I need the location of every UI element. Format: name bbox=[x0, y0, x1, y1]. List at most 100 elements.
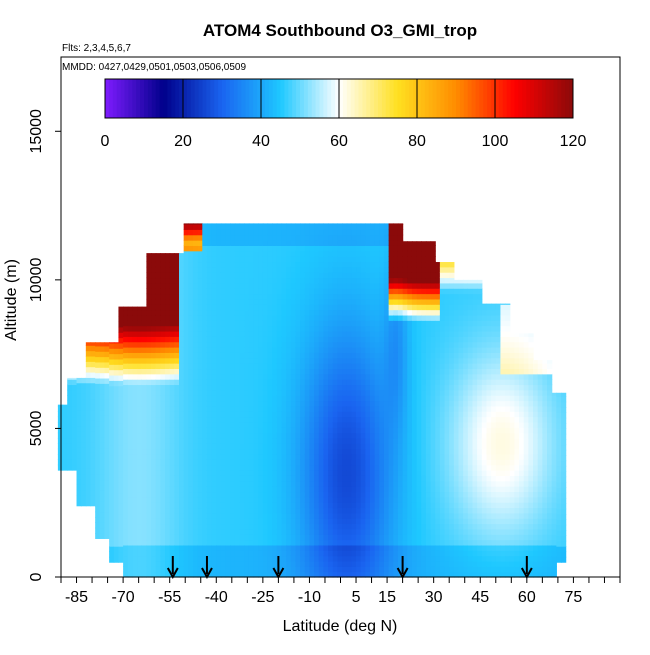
heatmap-cell bbox=[346, 566, 352, 573]
heatmap-cell bbox=[383, 459, 390, 466]
heatmap-cell bbox=[188, 245, 194, 252]
heatmap-cell bbox=[356, 330, 362, 337]
heatmap-cell bbox=[239, 384, 245, 391]
heatmap-cell bbox=[272, 304, 278, 311]
heatmap-cell bbox=[248, 336, 255, 343]
heatmap-cell bbox=[225, 550, 231, 557]
heatmap-cell bbox=[314, 486, 320, 493]
heatmap-cell bbox=[262, 293, 269, 300]
heatmap-cell bbox=[220, 539, 227, 546]
heatmap-cell bbox=[99, 426, 106, 432]
heatmap-cell bbox=[225, 223, 231, 225]
heatmap-cell bbox=[234, 223, 241, 230]
heatmap-cell bbox=[393, 379, 399, 386]
heatmap-cell bbox=[230, 534, 236, 541]
heatmap-cell bbox=[174, 555, 180, 562]
heatmap-cell bbox=[421, 512, 427, 519]
heatmap-cell bbox=[379, 282, 385, 289]
heatmap-cell bbox=[397, 566, 404, 573]
heatmap-cell bbox=[211, 480, 217, 487]
heatmap-cell bbox=[118, 449, 124, 456]
heatmap-cell bbox=[216, 256, 222, 263]
heatmap-cell bbox=[141, 518, 147, 525]
heatmap-cell bbox=[272, 453, 278, 460]
heatmap-cell bbox=[267, 272, 273, 279]
heatmap-cell bbox=[109, 514, 115, 520]
heatmap-cell bbox=[290, 443, 297, 450]
heatmap-cell bbox=[272, 282, 278, 289]
heatmap-cell bbox=[351, 352, 357, 359]
heatmap-cell bbox=[90, 404, 96, 411]
heatmap-cell bbox=[365, 411, 371, 418]
heatmap-cell bbox=[309, 314, 315, 321]
heatmap-cell bbox=[444, 309, 450, 316]
heatmap-cell bbox=[272, 555, 278, 562]
heatmap-cell bbox=[258, 384, 264, 391]
heatmap-cell bbox=[323, 464, 329, 471]
heatmap-cell bbox=[183, 373, 189, 380]
heatmap-cell bbox=[234, 534, 241, 541]
heatmap-cell bbox=[267, 560, 273, 567]
heatmap-cell bbox=[328, 229, 334, 236]
heatmap-cell bbox=[188, 550, 194, 557]
heatmap-cell bbox=[123, 518, 129, 525]
heatmap-cell bbox=[318, 282, 325, 289]
heatmap-cell bbox=[411, 304, 418, 311]
heatmap-cell bbox=[346, 464, 352, 471]
heatmap-cell bbox=[192, 555, 199, 562]
heatmap-cell bbox=[202, 421, 208, 428]
heatmap-cell bbox=[397, 282, 404, 289]
heatmap-cell bbox=[332, 427, 338, 434]
heatmap-cell bbox=[300, 512, 306, 519]
heatmap-cell bbox=[365, 544, 371, 551]
heatmap-cell bbox=[132, 357, 138, 364]
heatmap-cell bbox=[202, 486, 208, 493]
heatmap-cell bbox=[216, 261, 222, 268]
heatmap-cell bbox=[337, 470, 343, 476]
heatmap-cell bbox=[179, 427, 185, 434]
heatmap-cell bbox=[425, 571, 432, 578]
heatmap-cell bbox=[141, 560, 147, 567]
heatmap-cell bbox=[85, 398, 92, 405]
heatmap-cell bbox=[127, 395, 134, 402]
heatmap-cell bbox=[281, 325, 287, 332]
heatmap-cell bbox=[342, 566, 348, 573]
heatmap-cell bbox=[220, 443, 227, 450]
heatmap-cell bbox=[383, 288, 390, 295]
heatmap-cell bbox=[137, 560, 143, 567]
heatmap-cell bbox=[71, 443, 78, 450]
heatmap-cell bbox=[383, 437, 390, 444]
heatmap-cell bbox=[421, 555, 427, 562]
heatmap-cell bbox=[337, 496, 343, 503]
heatmap-cell bbox=[374, 223, 380, 230]
heatmap-cell bbox=[314, 266, 320, 273]
heatmap-cell bbox=[314, 411, 320, 418]
heatmap-cell bbox=[258, 389, 264, 396]
heatmap-cell bbox=[281, 240, 287, 246]
heatmap-cell bbox=[281, 272, 287, 279]
heatmap-cell bbox=[81, 404, 87, 411]
heatmap-cell bbox=[435, 262, 441, 268]
heatmap-cell bbox=[328, 480, 334, 487]
heatmap-cell bbox=[174, 341, 180, 348]
heatmap-cell bbox=[402, 491, 408, 498]
heatmap-cell bbox=[118, 455, 124, 462]
heatmap-cell bbox=[328, 539, 334, 546]
heatmap-cell bbox=[230, 555, 236, 562]
heatmap-cell bbox=[211, 223, 217, 225]
heatmap-cell bbox=[379, 534, 385, 541]
heatmap-cell bbox=[160, 544, 166, 551]
heatmap-cell bbox=[402, 555, 408, 562]
heatmap-cell bbox=[370, 421, 376, 428]
heatmap-cell bbox=[137, 336, 143, 343]
heatmap-cell bbox=[244, 448, 250, 455]
heatmap-cell bbox=[253, 486, 259, 493]
heatmap-cell bbox=[76, 398, 82, 405]
heatmap-cell bbox=[346, 421, 352, 428]
heatmap-cell bbox=[174, 309, 180, 316]
heatmap-cell bbox=[109, 364, 115, 371]
heatmap-cell bbox=[337, 223, 343, 230]
heatmap-cell bbox=[388, 347, 394, 353]
heatmap-cell bbox=[365, 298, 371, 305]
heatmap-cell bbox=[197, 223, 203, 225]
